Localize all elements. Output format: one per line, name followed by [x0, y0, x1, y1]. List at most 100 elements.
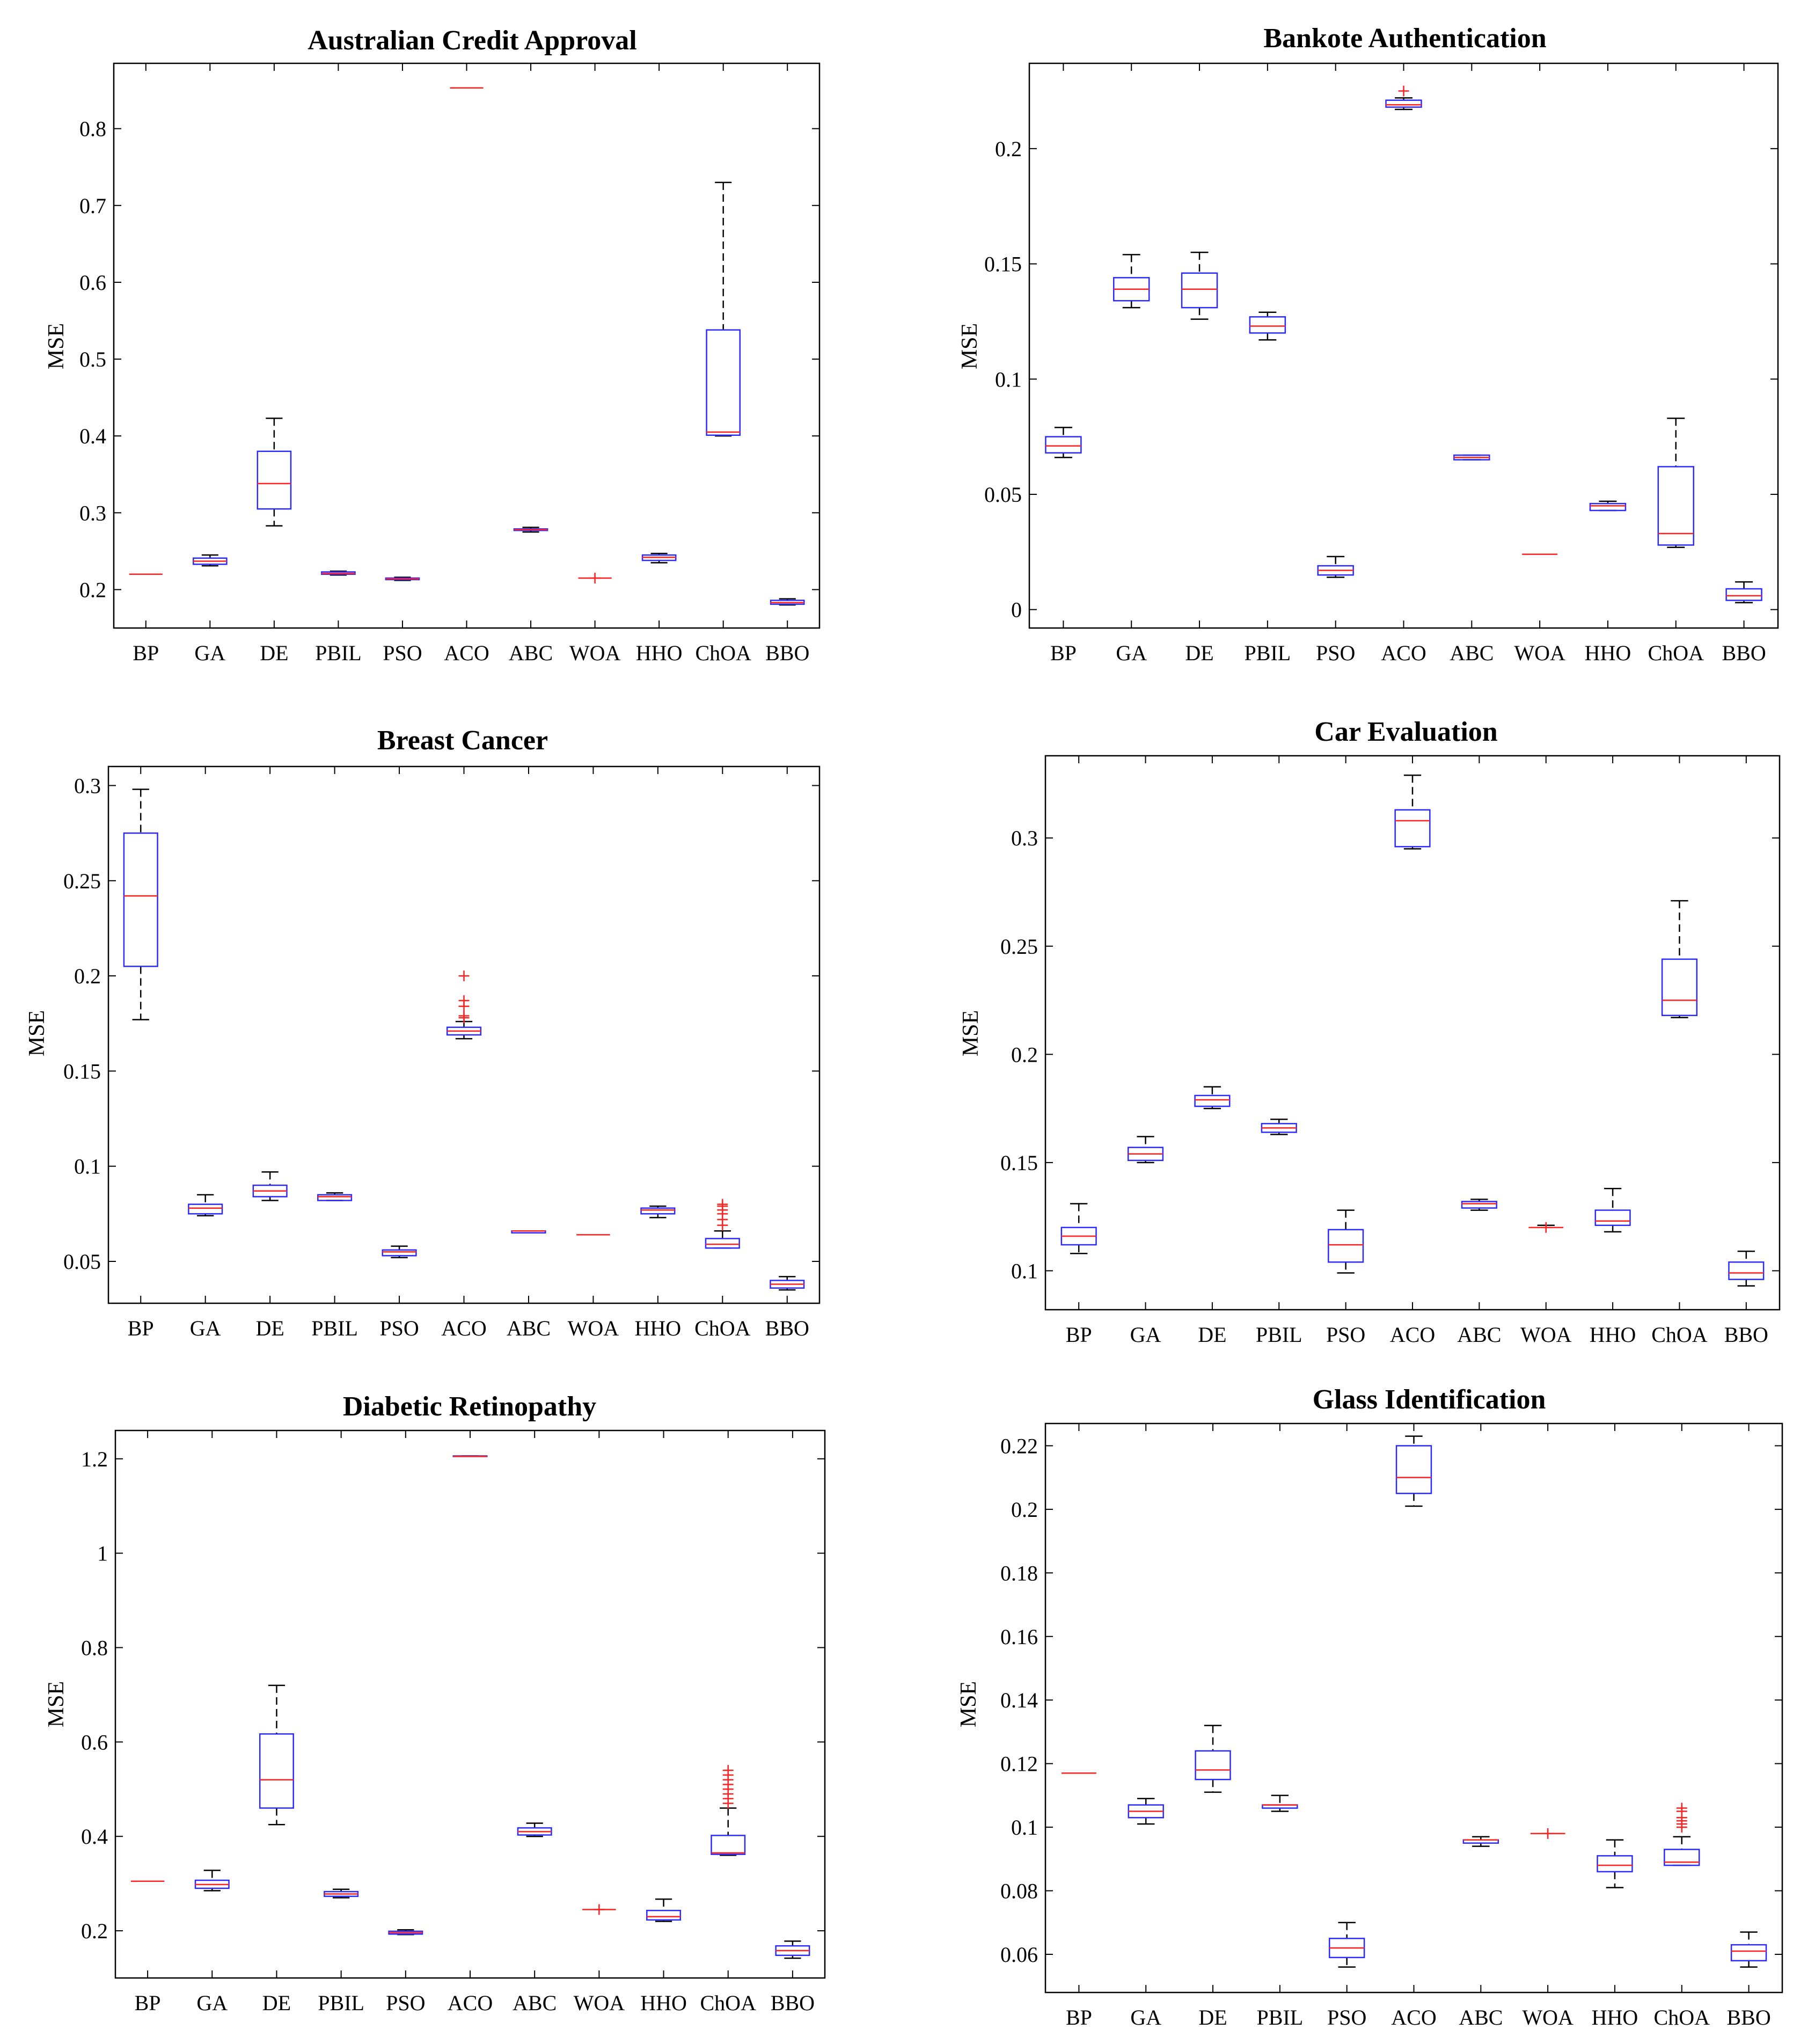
y-tick-label: 0.15	[1000, 1151, 1038, 1175]
x-tick-label: WOA	[569, 641, 621, 665]
box-hho	[1597, 1839, 1633, 1888]
y-tick-label: 0.3	[79, 501, 106, 525]
x-tick-label: PBIL	[1245, 641, 1291, 665]
x-tick-label: DE	[255, 1316, 284, 1340]
y-tick-label: 0.15	[984, 252, 1022, 276]
box-choa	[705, 1199, 740, 1249]
x-tick-label: WOA	[1520, 1323, 1572, 1347]
iqr-box	[711, 1835, 746, 1855]
y-tick-label: 0.6	[81, 1730, 108, 1754]
plot-frame	[1028, 62, 1779, 629]
y-tick-label: 0	[1011, 598, 1022, 622]
x-tick-label: ChOA	[694, 1316, 751, 1340]
box-choa	[1664, 1802, 1700, 1866]
box-bbo	[775, 1940, 810, 1959]
box-pso	[1328, 1922, 1365, 1968]
y-tick-label: 0.25	[63, 869, 101, 893]
iqr-box	[259, 1733, 294, 1809]
x-tick-label: HHO	[635, 1316, 682, 1340]
panel-australian-credit-approval: Australian Credit Approval MSE 0.2 0.3 0.4…	[44, 25, 821, 665]
y-tick-label: 0.05	[984, 483, 1022, 507]
iqr-box	[1249, 316, 1286, 334]
y-tick-label: 0.2	[1011, 1042, 1038, 1067]
y-axis: 0.05 0.1 0.15 0.2 0.25 0.3	[63, 773, 819, 1274]
box-pso	[1328, 1209, 1364, 1274]
plot-frame	[114, 1429, 826, 1979]
y-tick-label: 0.3	[1011, 826, 1038, 850]
x-tick-label: ACO	[448, 1991, 493, 2015]
box-pbil	[324, 1888, 359, 1899]
y-tick-label: 0.7	[79, 194, 106, 218]
box-aco	[446, 970, 482, 1040]
box-series	[1061, 1435, 1767, 1968]
x-tick-label: BBO	[1724, 1323, 1768, 1347]
x-tick-label: BBO	[771, 1991, 815, 2015]
iqr-box	[317, 1194, 353, 1201]
iqr-box	[1181, 272, 1218, 309]
box-ga	[1127, 1136, 1164, 1164]
box-bbo	[1728, 1250, 1765, 1287]
y-tick-label: 0.16	[1000, 1625, 1038, 1649]
y-tick-label: 0.5	[79, 347, 106, 371]
y-tick-label: 1	[97, 1542, 108, 1566]
box-pbil	[1261, 1119, 1297, 1135]
box-bp	[123, 789, 158, 1020]
x-axis: BP GA DE PBIL PSO ACO ABC WOA HHO ChOA BBO	[133, 63, 809, 665]
box-pso	[382, 1245, 417, 1259]
x-tick-label: HHO	[640, 1991, 687, 2015]
box-hho	[1594, 1188, 1631, 1233]
x-tick-label: GA	[196, 1991, 228, 2015]
y-tick-label: 0.3	[74, 773, 101, 798]
box-pbil	[317, 1192, 353, 1201]
y-tick-label: 0.14	[1000, 1688, 1038, 1712]
iqr-box	[1725, 588, 1762, 601]
iqr-box	[1328, 1229, 1364, 1263]
y-tick-label: 0.2	[74, 964, 101, 988]
x-tick-label: ChOA	[695, 641, 751, 665]
x-tick-label: GA	[1130, 1323, 1161, 1347]
y-tick-label: 0.1	[995, 367, 1022, 391]
iqr-box	[640, 1207, 676, 1215]
x-tick-label: PSO	[383, 641, 422, 665]
x-tick-label: BP	[1066, 2005, 1092, 2030]
x-axis: BP GA DE PBIL PSO ACO ABC WOA HHO ChOA BBO	[1050, 63, 1766, 665]
x-tick-label: PSO	[386, 1991, 425, 2015]
y-tick-label: 0.1	[1011, 1815, 1038, 1839]
y-tick-label: 0.2	[79, 578, 106, 602]
x-tick-label: DE	[260, 641, 288, 665]
x-tick-label: BBO	[1722, 641, 1766, 665]
x-tick-label: DE	[262, 1991, 291, 2015]
y-axis-label: MSE	[44, 323, 69, 369]
x-tick-label: ACO	[444, 641, 489, 665]
box-choa	[711, 1765, 746, 1856]
y-tick-label: 0.06	[1000, 1943, 1038, 1967]
box-woa	[578, 572, 612, 583]
y-tick-label: 0.2	[81, 1919, 108, 1943]
chart-title: Bankote Authentication	[1263, 23, 1546, 54]
iqr-box	[1195, 1750, 1231, 1780]
x-tick-label: DE	[1198, 2005, 1227, 2030]
x-tick-label: ChOA	[700, 1991, 757, 2015]
y-axis-label: MSE	[957, 323, 982, 369]
y-axis-label: MSE	[44, 1681, 69, 1727]
box-pbil	[321, 570, 356, 576]
iqr-box	[1045, 436, 1082, 454]
x-tick-label: BBO	[765, 1316, 809, 1340]
y-axis: 0 0.05 0.1 0.15 0.2	[984, 137, 1778, 622]
x-tick-label: ACO	[441, 1316, 486, 1340]
box-bp	[1045, 427, 1082, 458]
y-tick-label: 0.1	[1011, 1259, 1038, 1283]
y-axis-label: MSE	[958, 1010, 983, 1056]
x-tick-label: WOA	[1514, 641, 1565, 665]
panel-car-evaluation: Car Evaluation MSE 0.1 0.15 0.2 0.25 0.3 BP G…	[958, 717, 1781, 1347]
box-woa	[1528, 1222, 1564, 1233]
y-axis-label: MSE	[956, 1681, 981, 1727]
box-aco	[1395, 1435, 1432, 1507]
x-tick-label: ABC	[507, 1316, 551, 1340]
iqr-box	[257, 450, 292, 510]
x-tick-label: BP	[128, 1316, 154, 1340]
box-choa	[1661, 900, 1698, 1019]
chart-title: Breast Cancer	[377, 725, 548, 756]
box-pso	[385, 576, 420, 581]
